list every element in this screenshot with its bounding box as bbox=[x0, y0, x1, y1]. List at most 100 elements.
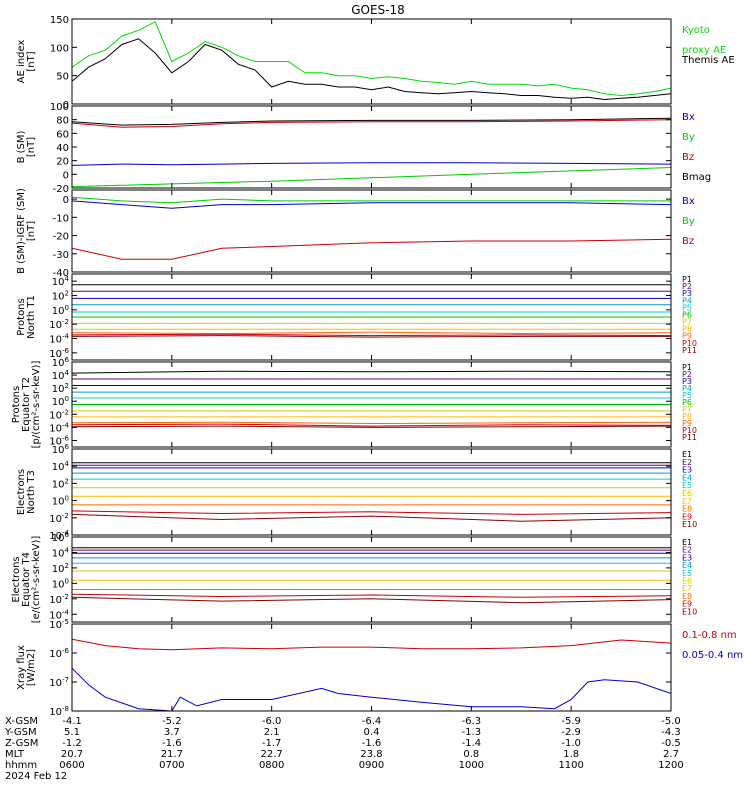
ephemeris-value-hhmm: 0900 bbox=[359, 760, 384, 771]
ephemeris-value-xgsm: -6.4 bbox=[362, 716, 382, 727]
series-line-e10 bbox=[72, 596, 671, 604]
legend-label: P7 bbox=[682, 318, 692, 327]
ephemeris-value-zgsm: -1.2 bbox=[62, 738, 82, 749]
panel-series bbox=[72, 462, 671, 522]
ephemeris-value-xgsm: -5.9 bbox=[561, 716, 581, 727]
series-line-bmag bbox=[72, 117, 671, 126]
ephemeris-value-zgsm: -1.7 bbox=[262, 738, 282, 749]
y-tick-label: 10-4 bbox=[49, 333, 69, 346]
y-tick-label: 100 bbox=[52, 304, 69, 317]
legend-label: E8 bbox=[682, 505, 692, 514]
y-axis-label: ElectronsEquator T4[e/(cm²-s-sr-keV)] bbox=[11, 536, 42, 624]
plot-title: GOES-18 bbox=[351, 3, 405, 17]
legend-label: E10 bbox=[682, 607, 697, 616]
legend-label: P1 bbox=[682, 363, 692, 372]
legend-label: P5 bbox=[682, 391, 692, 400]
legend-label: P5 bbox=[682, 303, 692, 312]
panel-series bbox=[72, 370, 671, 428]
ephemeris-value-mlt: 1.8 bbox=[563, 749, 579, 760]
ephemeris-row-label: hhmm bbox=[5, 760, 37, 771]
legend-label: E10 bbox=[682, 520, 697, 529]
legend-label: E8 bbox=[682, 592, 692, 601]
panel-b_sm: -20 0 20 40 60 80 100 B (SM)[nT] Bx By Bz Bmag bbox=[16, 102, 711, 195]
series-line-bz bbox=[72, 238, 671, 260]
legend-label: By bbox=[682, 132, 695, 143]
legend-label: E4 bbox=[682, 473, 692, 482]
series-line-bx bbox=[72, 200, 671, 209]
series-line-0-05-0-4-nm bbox=[72, 667, 671, 711]
y-tick-label: 10-4 bbox=[49, 529, 69, 542]
series-line-p9 bbox=[72, 421, 671, 425]
y-tick-label: 100 bbox=[52, 577, 69, 590]
y-tick-label: 20 bbox=[56, 157, 69, 168]
legend-label: P6 bbox=[682, 398, 692, 407]
y-tick-label: -40 bbox=[53, 268, 69, 279]
ephemeris-value-hhmm: 0800 bbox=[259, 760, 284, 771]
panel-series bbox=[72, 547, 671, 604]
legend-label: E6 bbox=[682, 577, 692, 586]
legend-label: E5 bbox=[682, 569, 692, 578]
y-tick-label: 102 bbox=[52, 477, 69, 490]
ephemeris-row-label: X-GSM bbox=[5, 716, 38, 727]
ephemeris-value-xgsm: -6.3 bbox=[462, 716, 482, 727]
series-line-e9 bbox=[72, 593, 671, 598]
y-tick-label: 100 bbox=[50, 102, 69, 113]
panel-electrons_equator_t4: 10-4 10-2 100 102 104 106 ElectronsEquator T4[… bbox=[11, 531, 697, 623]
legend-label: P2 bbox=[682, 370, 692, 379]
ephemeris-row-label: Y-GSM bbox=[4, 727, 37, 738]
legend-label: P10 bbox=[682, 426, 697, 435]
ephemeris-row-label: MLT bbox=[5, 749, 25, 760]
y-tick-label: 50 bbox=[56, 72, 69, 83]
legend-label: E9 bbox=[682, 512, 692, 521]
y-tick-label: 104 bbox=[52, 275, 70, 288]
y-axis-label: AE index[nT] bbox=[16, 40, 37, 84]
legend-label: Bx bbox=[682, 112, 695, 123]
panel-series bbox=[72, 638, 671, 711]
ephemeris-value-ygsm: -1.3 bbox=[462, 727, 482, 738]
legend-label: E5 bbox=[682, 481, 692, 490]
legend-label: E3 bbox=[682, 553, 692, 562]
y-tick-label: 100 bbox=[52, 495, 69, 508]
y-tick-label: 104 bbox=[52, 546, 70, 559]
date-label: 2024 Feb 12 bbox=[5, 771, 67, 782]
ephemeris-value-mlt: 0.8 bbox=[463, 749, 479, 760]
series-line-themis-ae bbox=[72, 38, 671, 101]
ephemeris-value-mlt: 21.7 bbox=[161, 749, 183, 760]
ephemeris-value-mlt: 20.7 bbox=[61, 749, 83, 760]
ephemeris-value-ygsm: 2.1 bbox=[264, 727, 280, 738]
legend-label: P1 bbox=[682, 275, 692, 284]
ephemeris-value-mlt: 2.7 bbox=[663, 749, 679, 760]
series-line-p10 bbox=[72, 333, 671, 337]
legend-label: E6 bbox=[682, 489, 692, 498]
panel-frame bbox=[71, 623, 672, 712]
legend-label: P10 bbox=[682, 339, 697, 348]
ephemeris-value-mlt: 23.8 bbox=[360, 749, 382, 760]
ephemeris-value-hhmm: 1000 bbox=[459, 760, 484, 771]
y-tick-label: 10-8 bbox=[49, 705, 69, 718]
y-tick-label: 10-2 bbox=[49, 512, 69, 525]
series-line-bx bbox=[72, 162, 671, 166]
legend-label: P4 bbox=[682, 296, 692, 305]
legend-label: P9 bbox=[682, 332, 692, 341]
y-tick-label: 102 bbox=[52, 562, 69, 575]
panel-b_minus_igrf: -40 -30 -20 -10 0 B (SM)-IGRF (SM)[nT] Bx By Bz bbox=[16, 188, 695, 279]
series-line-p1 bbox=[72, 370, 671, 374]
legend-label: E1 bbox=[682, 538, 692, 547]
y-axis-label: ProtonsEquator T2[p/(cm²-s-sr-keV)] bbox=[11, 361, 42, 449]
legend-label: P4 bbox=[682, 384, 692, 393]
series-line-p11 bbox=[72, 425, 671, 428]
y-tick-label: 60 bbox=[56, 129, 69, 140]
ephemeris-value-ygsm: 5.1 bbox=[64, 727, 80, 738]
ephemeris-value-xgsm: -4.1 bbox=[62, 716, 82, 727]
series-line-p10 bbox=[72, 423, 671, 427]
series-line-bz bbox=[72, 119, 671, 128]
legend-label: Themis AE bbox=[681, 55, 735, 66]
series-line-kyoto-proxy-ae bbox=[72, 21, 671, 97]
legend-label: E7 bbox=[682, 584, 692, 593]
ephemeris-value-hhmm: 0600 bbox=[59, 760, 84, 771]
series-line-e10 bbox=[72, 513, 671, 522]
y-tick-label: -30 bbox=[53, 250, 69, 261]
ephemeris-value-hhmm: 0700 bbox=[159, 760, 184, 771]
legend-label: P3 bbox=[682, 377, 692, 386]
